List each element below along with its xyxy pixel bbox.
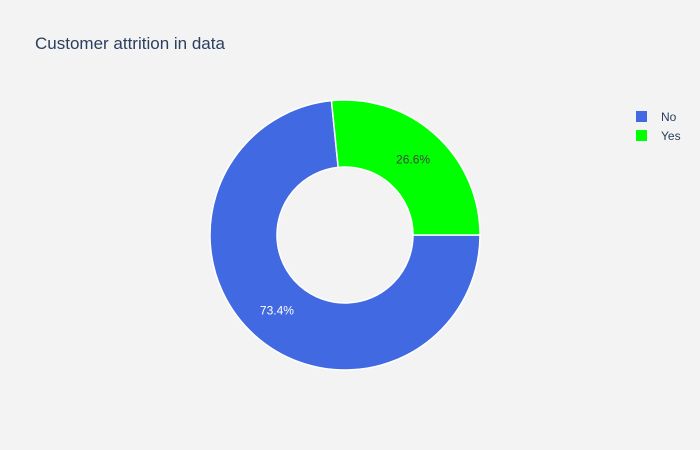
legend-item-no[interactable]: No (636, 107, 696, 126)
legend-swatch-no (636, 111, 647, 122)
donut-slice-labels: 73.4% 26.6% (260, 153, 431, 318)
donut-slice-yes[interactable] (330, 99, 481, 236)
legend-swatch-yes (636, 130, 647, 141)
legend-label-no: No (661, 109, 677, 124)
donut-slices (209, 99, 481, 371)
slice-label-no: 73.4% (260, 303, 294, 317)
legend: No Yes (636, 107, 696, 145)
donut-slice-no[interactable] (209, 99, 481, 371)
legend-label-yes: Yes (661, 128, 681, 143)
legend-item-yes[interactable]: Yes (636, 126, 696, 145)
slice-label-yes: 26.6% (396, 153, 430, 167)
chart-title: Customer attrition in data (35, 34, 225, 53)
